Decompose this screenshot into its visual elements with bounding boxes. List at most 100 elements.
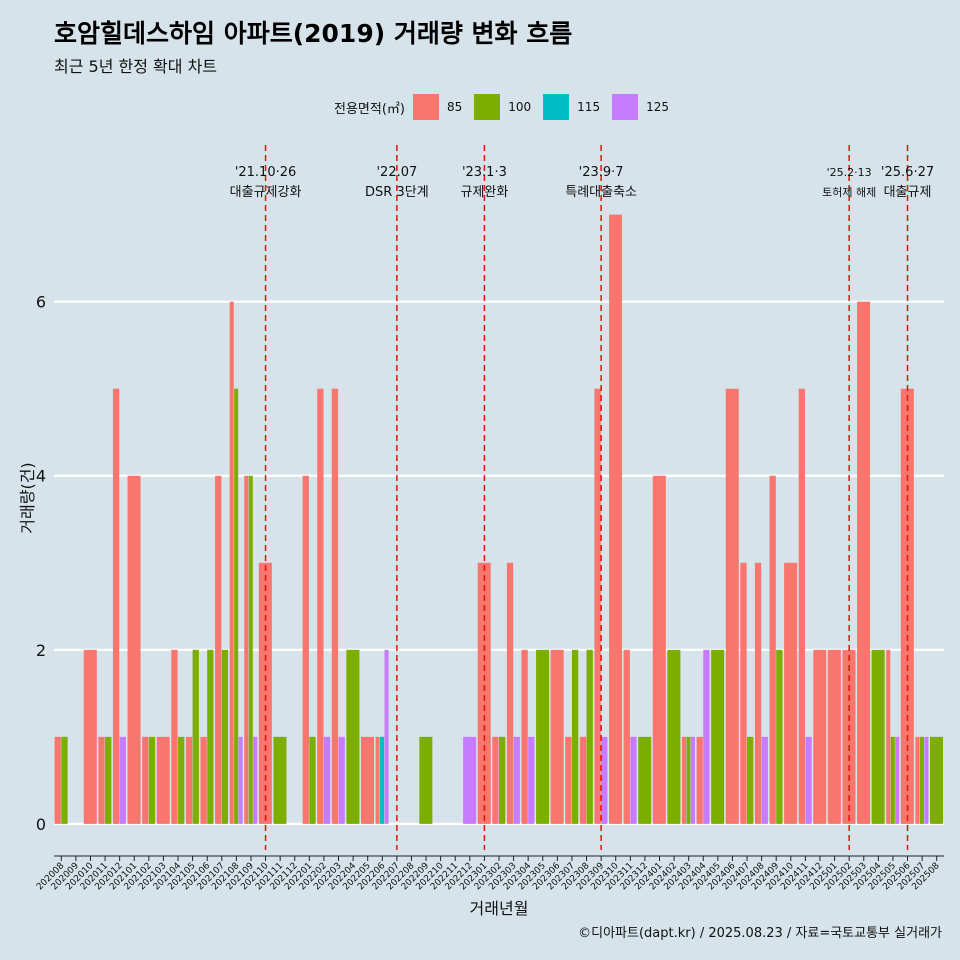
bar-202403-85	[681, 736, 687, 824]
bar-202407-85	[740, 562, 747, 824]
bar-202408-125	[761, 736, 768, 824]
event-date-label: '21.10·26	[235, 165, 296, 180]
bar-202109-85	[244, 475, 249, 824]
bar-202404-85	[696, 736, 703, 824]
legend-label-85: 85	[446, 100, 463, 114]
bar-202202-125	[323, 736, 331, 824]
bar-202203-85	[331, 388, 339, 824]
legend-title: 전용면적(㎡)	[334, 101, 405, 117]
bar-202103-85	[156, 736, 170, 824]
bar-202107-85	[215, 475, 222, 824]
bar-202504-100	[871, 649, 885, 824]
legend-swatch-85	[412, 94, 439, 120]
bar-202106-100	[207, 649, 214, 824]
legend-label-100: 100	[508, 100, 532, 114]
bar-202109-125	[253, 736, 258, 824]
bar-202402-100	[667, 649, 681, 824]
bar-202501-85	[827, 649, 841, 824]
bar-202310-85	[609, 214, 623, 824]
bar-202505-100	[890, 736, 895, 824]
bar-202101-85	[127, 475, 141, 824]
event-date-label: '25.2·13	[827, 166, 872, 179]
bar-202104-100	[178, 736, 185, 824]
chart-title: 호암힐데스하임 아파트(2019) 거래량 변화 흐름	[54, 19, 573, 48]
bar-202305-100	[536, 649, 550, 824]
legend-swatch-100	[474, 94, 501, 120]
bar-202108-85	[229, 301, 234, 824]
bar-202411-85	[798, 388, 805, 824]
bar-202403-125	[690, 736, 695, 824]
bar-202406-85	[725, 388, 739, 824]
y-axis-title: 거래량(건)	[18, 462, 37, 533]
legend-swatch-125	[612, 94, 639, 120]
bar-202508-100	[929, 736, 944, 824]
bar-202206-125	[384, 649, 389, 824]
bar-202404-125	[703, 649, 710, 824]
bar-202308-85	[579, 736, 587, 824]
bar-202209-100	[419, 736, 433, 824]
bar-202302-85	[492, 736, 499, 824]
bar-202105-100	[192, 649, 199, 824]
bar-202011-100	[105, 736, 112, 824]
bar-202206-115	[380, 736, 385, 824]
bar-202301-85	[477, 562, 491, 824]
bar-202205-85	[360, 736, 374, 824]
bar-202105-85	[185, 736, 193, 824]
bar-202203-125	[338, 736, 345, 824]
bar-202503-85	[857, 301, 871, 824]
bar-202311-125	[630, 736, 637, 824]
event-name-label: 특례대출축소	[565, 185, 637, 200]
bar-202505-85	[886, 649, 891, 824]
bar-202206-85	[375, 736, 380, 824]
legend-swatch-115	[543, 94, 570, 120]
bar-202201-85	[302, 475, 309, 824]
bar-202008-85	[54, 736, 61, 824]
bar-202507-125	[924, 736, 929, 824]
bar-202309-85	[594, 388, 601, 824]
bar-202107-100	[221, 649, 229, 824]
bar-202401-85	[652, 475, 666, 824]
event-date-label: '23.9·7	[579, 165, 624, 180]
bar-202306-85	[550, 649, 564, 824]
bar-202308-100	[586, 649, 593, 824]
bar-202212-125	[463, 736, 477, 824]
bar-202304-85	[521, 649, 528, 824]
event-name-label: DSR 3단계	[365, 185, 429, 200]
bar-202408-85	[754, 562, 762, 824]
bar-202111-100	[273, 736, 287, 824]
bar-202311-85	[623, 649, 630, 824]
bar-202104-85	[171, 649, 178, 824]
bar-202012-85	[112, 388, 120, 824]
bar-202008-100	[61, 736, 68, 824]
bar-202204-100	[346, 649, 360, 824]
bar-202109-100	[248, 475, 253, 824]
event-name-label: 토허제 해제	[822, 185, 876, 199]
bar-202405-100	[711, 649, 725, 824]
legend-label-115: 115	[577, 100, 601, 114]
bar-202403-100	[686, 736, 691, 824]
bar-202304-125	[528, 736, 535, 824]
bar-202108-100	[234, 388, 239, 824]
y-tick-label: 6	[36, 293, 46, 312]
bar-202303-125	[513, 736, 520, 824]
bar-202409-100	[776, 649, 783, 824]
bar-202307-100	[571, 649, 579, 824]
bar-202110-85	[258, 562, 272, 824]
bar-202507-85	[915, 736, 920, 824]
y-tick-label: 0	[36, 815, 46, 834]
bar-202412-85	[813, 649, 827, 824]
bar-202407-100	[747, 736, 754, 824]
event-date-label: '25.6·27	[881, 165, 934, 180]
bar-202303-85	[506, 562, 514, 824]
bar-202010-85	[83, 649, 97, 824]
bar-202012-125	[119, 736, 126, 824]
x-axis-title: 거래년월	[470, 899, 529, 918]
bar-202312-100	[638, 736, 652, 824]
event-name-label: 규제완화	[460, 185, 508, 200]
bar-202011-85	[98, 736, 105, 824]
bar-202102-85	[142, 736, 149, 824]
legend-label-125: 125	[646, 100, 669, 114]
event-name-label: 대출규제강화	[230, 185, 302, 200]
event-name-label: 대출규제	[884, 185, 932, 200]
